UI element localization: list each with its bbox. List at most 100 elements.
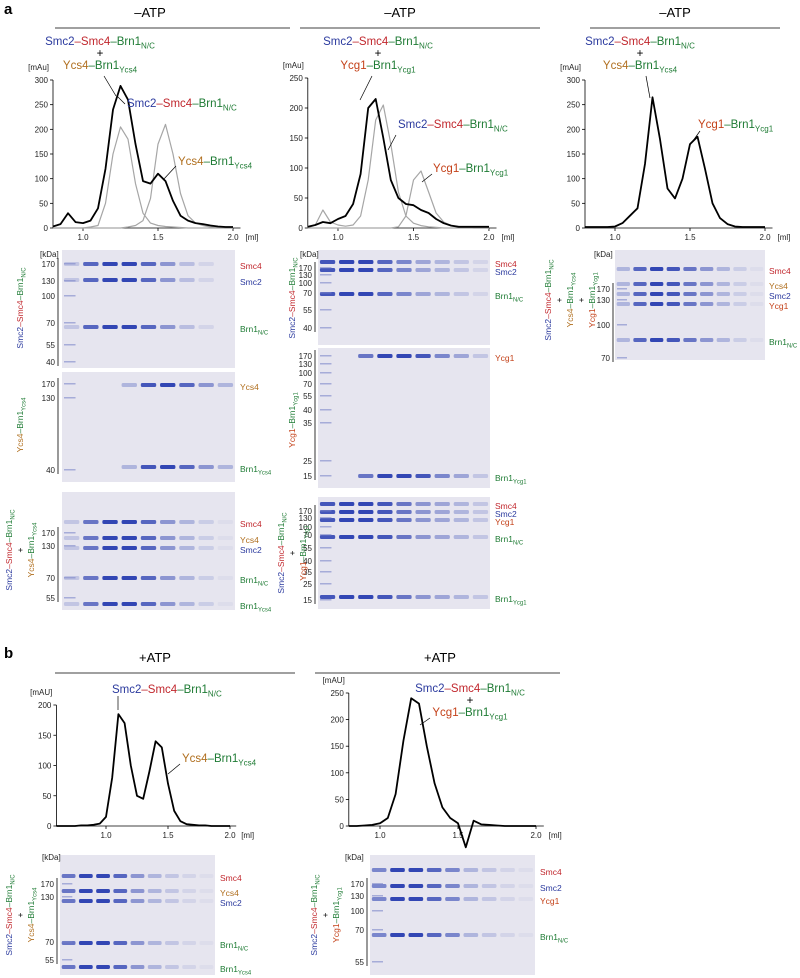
gel-band xyxy=(415,535,431,539)
gel-band xyxy=(78,874,93,878)
gel-band xyxy=(390,884,405,888)
y-tick-label: 200 xyxy=(35,125,49,134)
marker-label: 25 xyxy=(303,580,312,589)
gel-band xyxy=(750,282,764,286)
gel-band xyxy=(63,602,80,606)
label-text: + xyxy=(320,912,330,917)
y-tick-label: 200 xyxy=(289,104,303,113)
gel-band xyxy=(500,884,515,888)
marker-label: 170 xyxy=(351,880,365,889)
label-text: Smc2 xyxy=(220,898,242,908)
marker-label: 15 xyxy=(303,596,312,605)
gel-band xyxy=(453,268,469,272)
gel-band xyxy=(140,465,157,469)
y-tick-label: 0 xyxy=(298,224,303,233)
gel: 1701307055Smc4Ycs4Smc2Brn1N/CBrn1Ycs4Smc… xyxy=(4,492,272,614)
label-part: + xyxy=(467,695,474,707)
gel-band xyxy=(415,292,431,296)
marker-label: 170 xyxy=(299,352,313,361)
gel-band xyxy=(463,897,479,901)
gel-band xyxy=(147,889,162,893)
gel-band xyxy=(415,518,431,522)
panel-header: –ATP xyxy=(384,5,416,20)
ladder-band xyxy=(320,526,332,528)
marker-label: 55 xyxy=(303,392,312,401)
label-part: –Brn1 xyxy=(367,60,398,72)
gel-band xyxy=(415,260,431,264)
gel-band xyxy=(472,595,489,599)
marker-label: 35 xyxy=(303,568,312,577)
label-text: Smc2–Smc4–Brn1N/C xyxy=(585,36,695,50)
y-tick-label: 50 xyxy=(335,795,344,804)
label-text: Smc2–Smc4–Brn1N/C xyxy=(45,36,155,50)
gel-band xyxy=(666,302,680,306)
label-part: –Brn1 xyxy=(724,119,755,131)
label-part: –Smc4 xyxy=(309,907,319,934)
marker-label: 70 xyxy=(303,380,312,389)
label-part: Brn1 xyxy=(540,932,558,942)
label-text: Ycg1–Brn1Ycg1 xyxy=(287,392,300,448)
gel-band xyxy=(319,502,336,506)
gel-band xyxy=(377,595,393,599)
gel-band xyxy=(472,510,489,514)
marker-label: 40 xyxy=(303,324,312,333)
gel-band xyxy=(63,536,80,540)
label-part: Ycg1 xyxy=(340,60,366,72)
label-part: Ycg1 xyxy=(769,301,789,311)
kda-label: [kDa] xyxy=(40,250,59,259)
label-part: Smc2 xyxy=(276,572,286,594)
label-part: Smc2 xyxy=(127,98,156,110)
gel-band xyxy=(319,260,336,264)
gel-band xyxy=(377,502,393,506)
gel-band xyxy=(472,474,489,478)
y-tick-label: 100 xyxy=(289,164,303,173)
label-text: Smc2–Smc4–Brn1N/C xyxy=(323,36,433,50)
y-tick-label: 0 xyxy=(44,224,49,233)
label-part: Smc2 xyxy=(4,569,14,591)
label-text: Ycs4 xyxy=(240,382,259,392)
x-tick-label: 1.5 xyxy=(408,233,420,242)
gel-band xyxy=(140,546,157,550)
leader-line xyxy=(419,717,431,726)
line-series xyxy=(52,85,233,228)
label-part: Brn1 xyxy=(220,940,238,950)
label-part: Ycs4 xyxy=(178,156,204,168)
label-text: Brn1N/C xyxy=(220,940,249,953)
gel-band xyxy=(61,889,76,893)
marker-label: 100 xyxy=(42,292,56,301)
ladder-band xyxy=(320,383,332,385)
label-text: Smc2 xyxy=(240,545,262,555)
label-text: Ycs4–Brn1Ycs4 xyxy=(15,397,28,452)
gel-band xyxy=(217,520,234,524)
label-part: Smc2 xyxy=(585,36,614,48)
gel-band xyxy=(182,941,197,945)
label-text: Brn1Ycg1 xyxy=(495,594,527,607)
label-part: –Brn1 xyxy=(177,684,208,696)
gel-band xyxy=(616,267,630,271)
gel-band xyxy=(396,354,412,358)
label-part: Ycs4 xyxy=(26,558,36,577)
gel-band xyxy=(733,267,747,271)
x-tick-label: 2.0 xyxy=(224,831,236,840)
gel-band xyxy=(339,260,355,264)
label-text: Brn1N/C xyxy=(495,534,524,547)
label-part: Ycs4 xyxy=(33,887,39,901)
label-text: Ycg1–Brn1Ycg1 xyxy=(432,707,508,721)
marker-label: 70 xyxy=(355,926,364,935)
gel-band xyxy=(217,546,234,550)
y-tick-label: 50 xyxy=(571,199,580,208)
label-part: –Brn1 xyxy=(89,60,120,72)
gel-band xyxy=(130,874,145,878)
x-axis-label: [ml] xyxy=(502,233,515,242)
gel-band xyxy=(102,262,118,266)
gel-band xyxy=(434,474,450,478)
gel-band xyxy=(700,267,714,271)
label-text: Ycs4–Brn1Ycs4 xyxy=(182,753,257,767)
gel-band xyxy=(182,889,197,893)
gel-band xyxy=(83,602,99,606)
y-tick-label: 150 xyxy=(38,731,52,740)
x-axis-label: [ml] xyxy=(241,831,254,840)
label-text: + xyxy=(15,547,25,552)
gel-band xyxy=(472,260,489,264)
label-text: Smc2–Smc4–Brn1N/C xyxy=(4,509,17,591)
